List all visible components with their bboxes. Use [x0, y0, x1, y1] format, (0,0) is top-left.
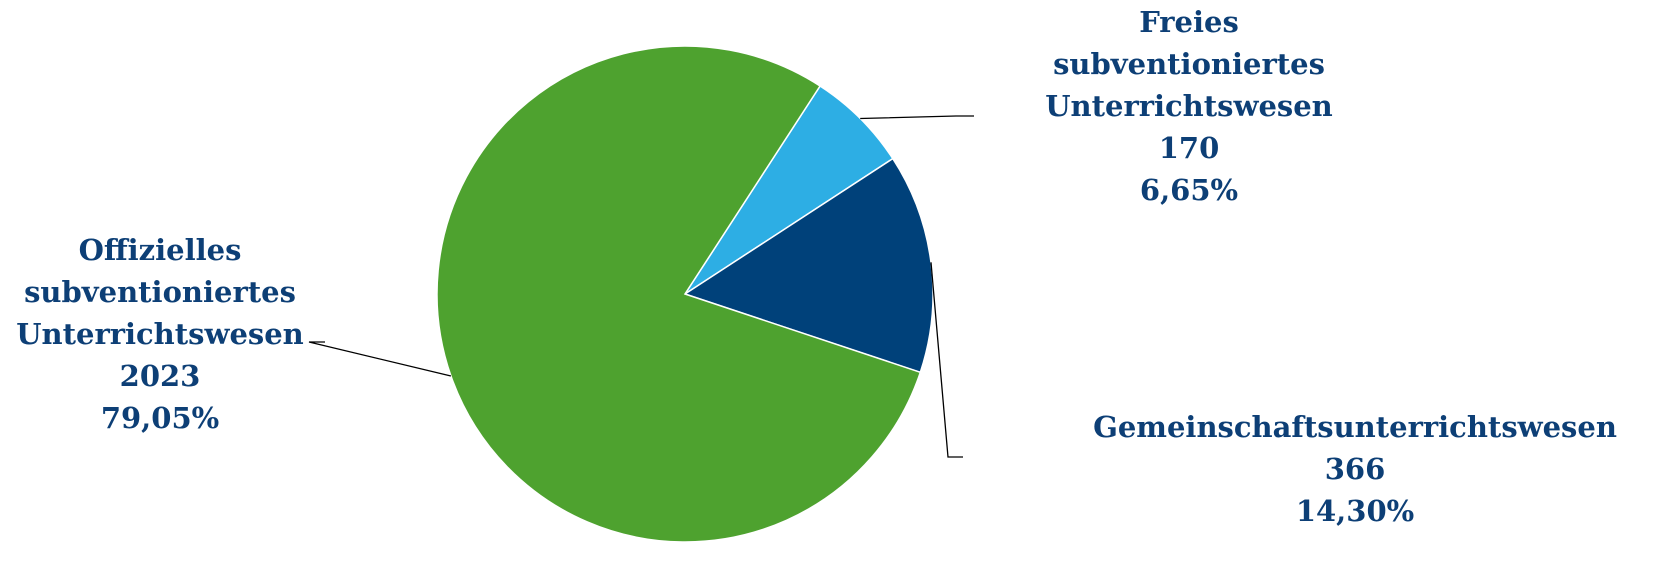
- slice-value-label: 366: [1325, 452, 1386, 486]
- slice-category-label: Unterrichtswesen: [16, 317, 304, 351]
- slice-category-label: subventioniertes: [1053, 47, 1325, 81]
- leader-line: [860, 115, 974, 120]
- slice-category-label: Freies: [1139, 5, 1239, 39]
- pie-slices: [436, 45, 934, 543]
- slice-labels: Freies subventioniertes Unterrichtswesen 17…: [16, 5, 1617, 528]
- slice-category-label: Offizielles: [79, 233, 242, 267]
- leader-line: [308, 341, 452, 377]
- slice-percent-label: 6,65%: [1140, 173, 1238, 207]
- pie-slice: [436, 45, 922, 543]
- slice-category-label: Unterrichtswesen: [1045, 89, 1333, 123]
- slice-percent-label: 14,30%: [1296, 494, 1414, 528]
- leader-lines: [308, 115, 974, 458]
- slice-percent-label: 79,05%: [101, 401, 219, 435]
- slice-category-label: subventioniertes: [24, 275, 296, 309]
- leader-line: [930, 262, 963, 458]
- slice-value-label: 170: [1159, 131, 1220, 165]
- slice-category-label: Gemeinschaftsunterrichtswesen: [1093, 410, 1617, 444]
- slice-value-label: 2023: [120, 359, 201, 393]
